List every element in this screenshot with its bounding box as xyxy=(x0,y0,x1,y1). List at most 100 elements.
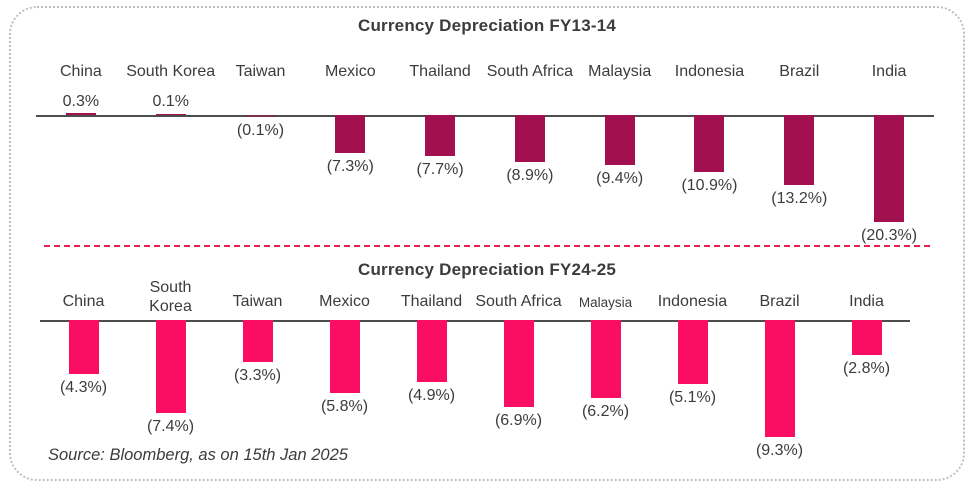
category-label-indonesia: Indonesia xyxy=(657,293,728,310)
bar-malaysia xyxy=(604,115,635,165)
bar-slot xyxy=(126,114,216,245)
column-head: Mexico xyxy=(301,282,388,320)
value-label-above-axis: 0.3% xyxy=(62,93,100,110)
column-head: Indonesia xyxy=(649,282,736,320)
x-axis-line-fy24-25 xyxy=(40,320,910,322)
chart-column-malaysia: Malaysia (6.2%) xyxy=(562,282,649,460)
value-label-thailand: (7.7%) xyxy=(416,160,464,178)
value-label-india: (2.8%) xyxy=(842,360,891,378)
value-label-taiwan: (0.1%) xyxy=(236,122,285,139)
value-label-taiwan: (3.3%) xyxy=(233,366,282,384)
bar-slot: (9.4%) xyxy=(575,115,665,245)
category-label-mexico: Mexico xyxy=(324,63,376,80)
category-label-south-africa: South Africa xyxy=(475,293,562,310)
bar-slot: (0.1%) xyxy=(216,115,306,245)
category-label-india: India xyxy=(871,63,907,80)
column-head: Taiwan xyxy=(214,282,301,320)
category-label-malaysia: Malaysia xyxy=(578,295,633,310)
chart-column-mexico: Mexico (5.8%) xyxy=(301,282,388,460)
value-label-south-africa: (8.9%) xyxy=(506,166,554,184)
category-label-south-korea: South Korea xyxy=(126,63,216,80)
value-label-above-axis xyxy=(388,311,475,320)
x-axis-line-fy13-14 xyxy=(36,115,934,117)
chart-column-thailand: Thailand (4.9%) xyxy=(388,282,475,460)
category-label-mexico: Mexico xyxy=(319,293,370,310)
value-label-above-axis xyxy=(562,311,649,320)
bar-indonesia xyxy=(694,115,725,173)
value-label-malaysia: (6.2%) xyxy=(581,402,630,420)
bar-slot: (3.3%) xyxy=(214,320,301,460)
dashed-separator xyxy=(44,245,930,247)
value-label-above-axis xyxy=(485,81,575,115)
chart-title-fy13-14: Currency Depreciation FY13-14 xyxy=(357,16,617,35)
column-head: India xyxy=(823,282,910,320)
column-head: Indonesia xyxy=(665,38,755,115)
value-label-south-africa: (6.9%) xyxy=(494,411,543,429)
bar-slot: (4.9%) xyxy=(388,320,475,460)
bar-slot: (5.8%) xyxy=(301,320,388,460)
chart-fy13-14: Currency Depreciation FY13-14 China 0.3% S… xyxy=(0,14,974,245)
chart-column-india: India (2.8%) xyxy=(823,282,910,460)
value-label-malaysia: (9.4%) xyxy=(596,169,644,187)
chart-title-fy24-25: Currency Depreciation FY24-25 xyxy=(357,260,617,279)
chart-column-brazil: Brazil (9.3%) xyxy=(736,282,823,460)
bar-slot: (5.1%) xyxy=(649,320,736,460)
chart-column-indonesia: Indonesia (5.1%) xyxy=(649,282,736,460)
chart-column-south-africa: South Africa (6.9%) xyxy=(475,282,562,460)
bar-slot: (4.3%) xyxy=(40,320,127,460)
bar-slot: (7.3%) xyxy=(305,115,395,245)
bar-south-korea xyxy=(155,114,186,115)
value-label-above-axis xyxy=(475,311,562,320)
bar-slot: (8.9%) xyxy=(485,115,575,245)
value-label-indonesia: (10.9%) xyxy=(681,177,738,195)
category-label-china: China xyxy=(59,63,102,80)
value-label-brazil: (13.2%) xyxy=(771,189,828,207)
bar-brazil xyxy=(764,320,795,437)
column-head: Brazil xyxy=(736,282,823,320)
bar-slot: (6.2%) xyxy=(562,320,649,460)
value-label-above-axis xyxy=(844,81,934,115)
column-head: China xyxy=(40,282,127,320)
plot-area-fy13-14: China 0.3% South Korea 0.1% Taiwan (0.1%) Mexi… xyxy=(36,38,934,245)
bar-malaysia xyxy=(590,320,621,398)
value-label-above-axis xyxy=(305,81,395,115)
chart-column-south-korea: South Korea 0.1% xyxy=(126,38,216,245)
category-label-malaysia: Malaysia xyxy=(588,63,652,80)
bar-columns-fy13-14: China 0.3% South Korea 0.1% Taiwan (0.1%) Mexi… xyxy=(36,38,934,245)
bar-south-africa xyxy=(514,115,545,162)
column-head: Taiwan xyxy=(216,38,306,115)
bar-slot: (9.3%) xyxy=(736,320,823,460)
value-label-mexico: (5.8%) xyxy=(320,397,369,415)
column-head: South Africa xyxy=(485,38,575,115)
column-head: South Korea 0.1% xyxy=(126,38,216,115)
chart-column-south-korea: South Korea (7.4%) xyxy=(127,279,214,460)
category-label-brazil: Brazil xyxy=(759,293,800,310)
plot-area-fy24-25: China (4.3%) South Korea (7.4%) Taiwan (3.3%)… xyxy=(40,279,910,460)
column-head: Thailand xyxy=(395,38,485,115)
category-label-south-africa: South Africa xyxy=(486,63,574,80)
chart-column-brazil: Brazil (13.2%) xyxy=(754,38,844,245)
bar-columns-fy24-25: China (4.3%) South Korea (7.4%) Taiwan (3.3%)… xyxy=(40,279,910,460)
chart-column-china: China (4.3%) xyxy=(40,282,127,460)
bar-mexico xyxy=(329,320,360,393)
chart-column-malaysia: Malaysia (9.4%) xyxy=(575,38,665,245)
value-label-south-korea: (7.4%) xyxy=(146,418,195,436)
value-label-india: (20.3%) xyxy=(861,226,918,244)
value-label-above-axis xyxy=(216,81,306,115)
column-head: South Korea xyxy=(127,279,214,320)
value-label-above-axis xyxy=(575,81,665,115)
category-label-indonesia: Indonesia xyxy=(674,63,745,80)
chart-column-mexico: Mexico (7.3%) xyxy=(305,38,395,245)
category-label-taiwan: Taiwan xyxy=(232,293,283,310)
bar-brazil xyxy=(784,115,815,185)
category-label-taiwan: Taiwan xyxy=(235,63,286,80)
value-label-above-axis xyxy=(754,81,844,115)
bar-china xyxy=(65,113,96,115)
value-label-above-axis xyxy=(665,81,755,115)
column-head: India xyxy=(844,38,934,115)
chart-fy24-25: Currency Depreciation FY24-25 China (4.3%… xyxy=(0,258,974,460)
chart-column-china: China 0.3% xyxy=(36,38,126,245)
bar-south-korea xyxy=(155,320,186,414)
column-head: Malaysia xyxy=(562,282,649,320)
